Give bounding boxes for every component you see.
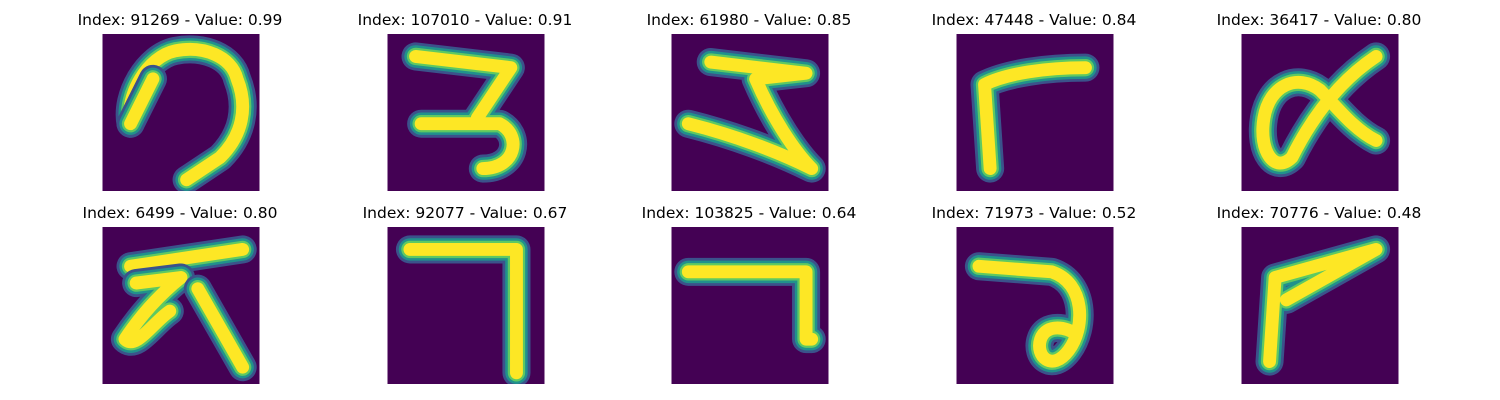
glyph-stroke [978,61,1092,176]
glyph-stroke [191,282,250,374]
panel-2: Index: 107010 - Value: 0.91 [355,10,575,191]
glyph-stroke [124,72,160,131]
glyph-image [956,34,1114,191]
glyph-image [671,34,829,191]
glyph-image [102,227,260,384]
panel-6: Index: 6499 - Value: 0.80 [70,203,290,384]
glyph-stroke [118,271,188,348]
panel-title: Index: 103825 - Value: 0.64 [641,204,857,222]
panel-8: Index: 103825 - Value: 0.64 [639,203,859,384]
panel-title: Index: 71973 - Value: 0.52 [931,204,1137,222]
glyph-stroke [409,49,520,176]
panel-10: Index: 70776 - Value: 0.48 [1209,203,1429,384]
panel-9: Index: 71973 - Value: 0.52 [924,203,1144,384]
glyph-image [102,34,260,191]
panel-title: Index: 61980 - Value: 0.85 [646,11,852,29]
glyph-stroke [681,55,819,176]
glyph-image [1241,34,1399,191]
glyph-image [387,34,545,191]
panel-title: Index: 70776 - Value: 0.48 [1216,204,1422,222]
glyph-stroke [1263,242,1383,369]
panel-7: Index: 92077 - Value: 0.67 [355,203,575,384]
panel-title: Index: 47448 - Value: 0.84 [931,11,1137,29]
glyph-image [387,227,545,384]
glyph-image [671,227,829,384]
panel-4: Index: 47448 - Value: 0.84 [924,10,1144,191]
glyph-stroke [124,242,250,273]
panel-title: Index: 36417 - Value: 0.80 [1216,11,1422,29]
panel-title: Index: 107010 - Value: 0.91 [357,11,573,29]
glyph-image [956,227,1114,384]
panel-3: Index: 61980 - Value: 0.85 [639,10,859,191]
glyph-image [1241,227,1399,384]
panel-title: Index: 6499 - Value: 0.80 [82,204,278,222]
panel-5: Index: 36417 - Value: 0.80 [1209,10,1429,191]
glyph-stroke [403,242,523,380]
glyph-stroke [681,265,819,346]
panel-title: Index: 91269 - Value: 0.99 [77,11,283,29]
glyph-stroke [972,259,1087,368]
glyph-stroke [1256,49,1383,170]
panel-1: Index: 91269 - Value: 0.99 [70,10,290,191]
panel-title: Index: 92077 - Value: 0.67 [362,204,568,222]
